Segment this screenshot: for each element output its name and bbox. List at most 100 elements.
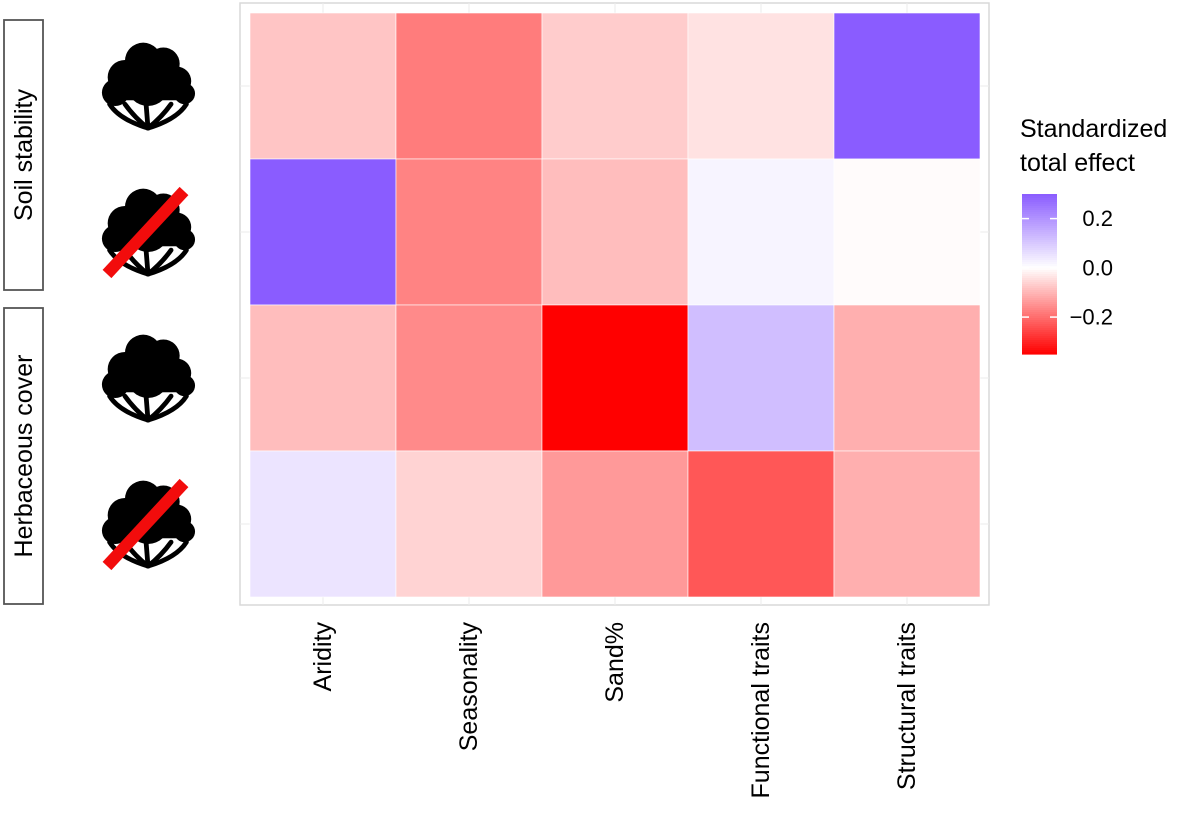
legend-color-step [1022,206,1057,209]
legend-color-step [1022,238,1057,241]
heatmap-cell [249,158,397,306]
heatmap-cell [687,12,835,160]
shrub-icon [102,335,195,420]
legend-color-step [1022,342,1057,345]
legend-color-step [1022,264,1057,267]
removed-bar [102,186,189,279]
legend-color-step [1022,266,1057,269]
legend-color-step [1022,284,1057,287]
heatmap-cell [833,12,981,160]
legend-color-step [1022,310,1057,313]
legend-color-step [1022,280,1057,283]
legend-color-step [1022,278,1057,281]
legend-color-step [1022,296,1057,299]
legend-color-step [1022,234,1057,237]
legend-color-step [1022,222,1057,225]
removed-bar [102,478,189,571]
x-tick-label: Functional traits [747,622,775,798]
legend-color-step [1022,334,1057,337]
legend-color-step [1022,200,1057,203]
legend-color-step [1022,344,1057,347]
heatmap-cell [541,12,689,160]
heatmap-cell [249,12,397,160]
heatmap-cell [687,158,835,306]
legend-color-step [1022,304,1057,307]
legend-color-step [1022,282,1057,285]
legend-color-step [1022,202,1057,205]
legend-color-step [1022,240,1057,243]
legend-color-step [1022,338,1057,341]
facet-label-soil-stability: Soil stability [10,89,38,221]
heatmap-cell [541,304,689,452]
legend-color-step [1022,226,1057,229]
facet-strip-soil-stability [3,19,44,291]
legend-ticks: 0.2 0.0 −0.2 [1022,206,1113,330]
heatmap-cell [249,304,397,452]
heatmap-cell [395,12,543,160]
legend-tick-label: −0.2 [1070,305,1113,330]
legend-color-step [1022,314,1057,317]
legend-color-step [1022,318,1057,321]
heatmap-cell [833,304,981,452]
x-tick-label: Aridity [309,622,337,692]
heatmap-cell [541,158,689,306]
legend-color-step [1022,194,1057,197]
legend-color-step [1022,348,1057,351]
legend-color-step [1022,218,1057,221]
facet-label-herbaceous-cover: Herbaceous cover [10,355,38,558]
legend-color-step [1022,196,1057,199]
heatmap-cell [833,158,981,306]
legend-color-step [1022,232,1057,235]
heatmap-cell [687,304,835,452]
legend-color-step [1022,256,1057,259]
legend-color-step [1022,246,1057,249]
legend-color-step [1022,212,1057,215]
legend-color-step [1022,268,1057,271]
legend-color-step [1022,216,1057,219]
legend-color-step [1022,330,1057,333]
facet-strip-herbaceous-cover [3,307,44,605]
legend-color-step [1022,298,1057,301]
legend-color-step [1022,198,1057,201]
legend-color-step [1022,326,1057,329]
x-tick-label: Seasonality [455,622,483,752]
legend-title-line-2: total effect [1020,149,1135,177]
legend-color-step [1022,320,1057,323]
heatmap-cell [395,304,543,452]
legend-color-step [1022,332,1057,335]
legend-color-step [1022,236,1057,239]
shrub-removed-icon [102,186,195,279]
legend-color-step [1022,270,1057,273]
legend-color-step [1022,346,1057,349]
legend-title-line-1: Standardized [1020,115,1167,143]
legend-color-step [1022,230,1057,233]
legend-color-step [1022,294,1057,297]
x-axis-labels: Aridity Seasonality Sand% Functional traits… [309,622,921,799]
legend-color-step [1022,302,1057,305]
legend-color-step [1022,292,1057,295]
legend-color-step [1022,322,1057,325]
legend-color-step [1022,276,1057,279]
shrub-removed-icon [102,478,195,571]
legend-color-step [1022,252,1057,255]
legend-color-step [1022,340,1057,343]
row-icons [102,43,195,571]
legend-color-step [1022,312,1057,315]
heatmap-cell [687,450,835,598]
legend-color-step [1022,262,1057,265]
legend-color-step [1022,300,1057,303]
heatmap-cells [249,12,981,598]
legend: Standardized total effect 0.2 0.0 −0.2 [1020,115,1167,355]
legend-color-step [1022,244,1057,247]
legend-color-step [1022,224,1057,227]
heatmap-cell [833,450,981,598]
legend-color-step [1022,316,1057,319]
legend-color-step [1022,308,1057,311]
legend-color-step [1022,248,1057,251]
x-tick-label: Structural traits [893,622,921,790]
legend-color-step [1022,324,1057,327]
x-tick-label: Sand% [601,622,629,703]
legend-color-step [1022,352,1057,355]
legend-color-step [1022,228,1057,231]
